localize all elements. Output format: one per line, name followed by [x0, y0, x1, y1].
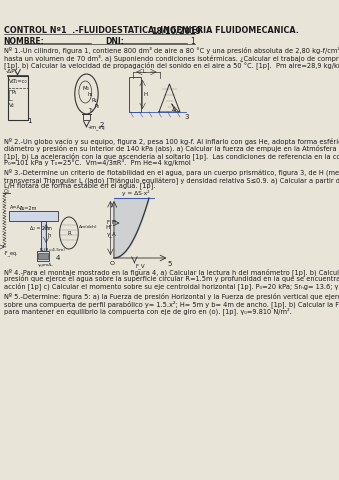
Text: T₁=c₀: T₁=c₀ — [13, 79, 27, 84]
Text: 4: 4 — [56, 255, 60, 261]
Text: para mantener en equilibrio la compuerta con eje de giro en (o). [1p]. γ₀=9.810 : para mantener en equilibrio la compuerta… — [3, 307, 292, 315]
Text: P₀=101 kPa y T₀=25°C.  Vm=4/3πR³.  Pm He=4 kg/kmol: P₀=101 kPa y T₀=25°C. Vm=4/3πR³. Pm He=4… — [3, 159, 190, 166]
Text: R₂: R₂ — [91, 98, 97, 103]
Text: Δm(dch): Δm(dch) — [79, 225, 98, 229]
Text: diámetro y presión en su interior de 140 kPa (abs). a) Calcular la fuerza de emp: diámetro y presión en su interior de 140… — [3, 145, 336, 153]
Text: [1p]. b) La aceleración con la que ascendería al soltarlo [1p].  Las condiciones: [1p]. b) La aceleración con la que ascen… — [3, 152, 339, 160]
Text: H: H — [106, 225, 111, 230]
Text: DNI:: DNI: — [105, 37, 124, 46]
Text: T₂: T₂ — [88, 108, 93, 113]
Text: 2: 2 — [99, 122, 104, 128]
Text: Δ₂ = 2cm: Δ₂ = 2cm — [31, 226, 52, 231]
Text: 18/10/2019: 18/10/2019 — [151, 26, 201, 35]
Text: R₁(R=4.5m): R₁(R=4.5m) — [40, 248, 66, 252]
Bar — [7, 76, 28, 120]
Text: y = ΔS·x²: y = ΔS·x² — [122, 190, 149, 196]
Bar — [9, 211, 58, 221]
Bar — [83, 114, 90, 120]
Text: M₀: M₀ — [82, 86, 89, 91]
Text: V₂: V₂ — [9, 103, 15, 108]
Bar — [41, 221, 45, 251]
Text: L: L — [142, 69, 145, 74]
Text: acción [1p] c) Calcular el momento sobre su eje centroidal horizontal [1p]. P₀=2: acción [1p] c) Calcular el momento sobre… — [3, 282, 339, 290]
Text: C₀: C₀ — [4, 189, 10, 194]
Text: +m_eq: +m_eq — [88, 126, 105, 131]
Text: 1: 1 — [190, 37, 195, 46]
Text: NOMBRE:: NOMBRE: — [3, 37, 44, 46]
Text: L/H flotará de forma estable en el agua. [1p].: L/H flotará de forma estable en el agua.… — [3, 183, 155, 190]
Text: Δ₁=2m: Δ₁=2m — [20, 206, 38, 211]
Text: Nº 4.-Para el montaje mostrado en la figura 4, a) Calcular la lectura h del manó: Nº 4.-Para el montaje mostrado en la fig… — [3, 268, 339, 276]
Text: γ₀ρmΔ₀: γ₀ρmΔ₀ — [38, 263, 54, 267]
Text: -ΔP:: -ΔP: — [6, 69, 18, 74]
Text: hasta un volumen de 70 dm³. a) Suponiendo condiciones isotérmicas. ¿Calcular el : hasta un volumen de 70 dm³. a) Suponiend… — [3, 54, 339, 61]
Text: CONTROL Nº1  .-FLUIDOESTATICA. INGENIERIA FLUIDOMECANICA.: CONTROL Nº1 .-FLUIDOESTATICA. INGENIERIA… — [3, 26, 298, 35]
Text: O: O — [109, 261, 114, 266]
Text: F_H: F_H — [107, 219, 117, 225]
Text: Nº 2.-Un globo vacío y su equipo, figura 2, pesa 100 kg-f. Al inflarlo con gas H: Nº 2.-Un globo vacío y su equipo, figura… — [3, 138, 339, 145]
Text: 3: 3 — [185, 114, 189, 120]
Text: H: H — [144, 92, 148, 97]
Text: 5: 5 — [168, 261, 172, 267]
Text: -F_eq.: -F_eq. — [3, 250, 18, 256]
Text: R: R — [67, 231, 71, 236]
Text: transversal Triangular L (lado) [Triángulo equilátero] y densidad relativa S≤0.9: transversal Triangular L (lado) [Triángu… — [3, 176, 339, 184]
Text: 1: 1 — [27, 118, 32, 124]
Text: Nº 5.-Determine: figura 5: a) la Fuerza de presión Horizontal y la Fuerza de pre: Nº 5.-Determine: figura 5: a) la Fuerza … — [3, 293, 339, 300]
Text: h₂: h₂ — [88, 92, 93, 97]
Text: sobre una compuerta de perfil parabólico y= 1.5.x²; H= 5m y b= 4m de ancho. [1p]: sobre una compuerta de perfil parabólico… — [3, 300, 339, 308]
Text: F_V: F_V — [136, 263, 145, 269]
Bar — [38, 253, 48, 259]
Text: P₁: P₁ — [12, 90, 17, 95]
Text: V₁: V₁ — [9, 79, 15, 84]
Text: [1p]. b) Calcular la velocidad de propagación del sonido en el aire a 50 °C. [1p: [1p]. b) Calcular la velocidad de propag… — [3, 61, 339, 69]
Text: h: h — [47, 233, 51, 238]
Text: Δ: Δ — [172, 107, 177, 112]
Text: Nº 1.-Un cilindro, figura 1, contiene 800 dm³ de aire a 80 °C y una presión abso: Nº 1.-Un cilindro, figura 1, contiene 80… — [3, 47, 339, 54]
Bar — [128, 77, 141, 112]
Text: A=A₂: A=A₂ — [10, 205, 23, 210]
Text: presión que ejerce el agua sobre la superficie circular R=1.5m y profundidad en : presión que ejerce el agua sobre la supe… — [3, 275, 339, 282]
Text: γ_A: γ_A — [107, 231, 117, 237]
Text: P₂: P₂ — [95, 104, 100, 109]
Text: Nº 3.-Determine un criterio de flotabilidad en el agua, para un cuerpo prismátic: Nº 3.-Determine un criterio de flotabili… — [3, 169, 339, 177]
Bar — [37, 251, 49, 261]
